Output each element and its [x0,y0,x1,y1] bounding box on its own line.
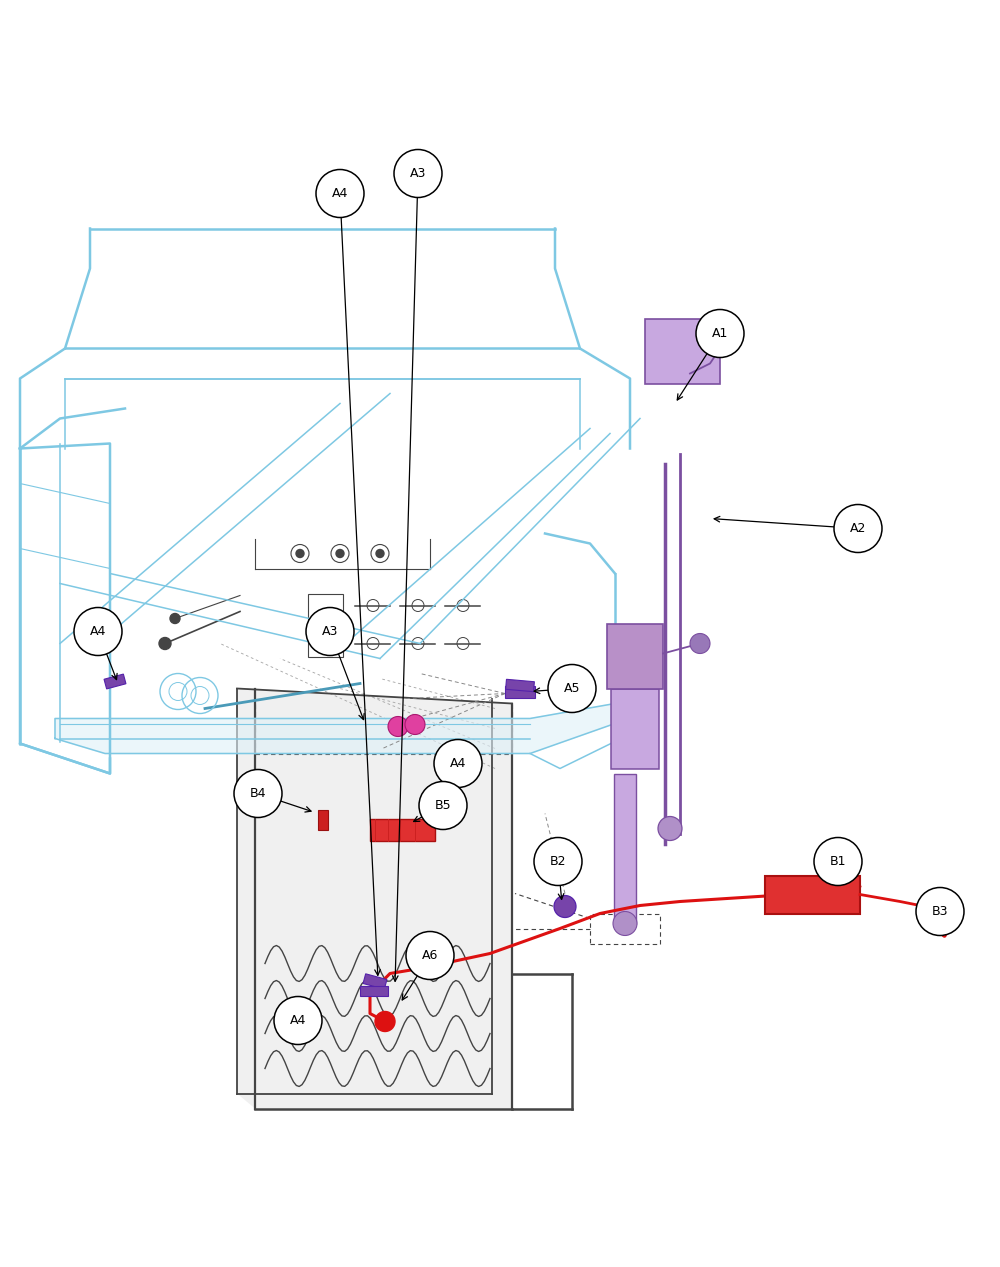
Text: A2: A2 [850,522,866,535]
Polygon shape [104,674,126,689]
Circle shape [306,607,354,655]
Text: A3: A3 [410,167,426,180]
Polygon shape [363,974,387,990]
Bar [308,593,343,618]
Text: B1: B1 [830,855,846,868]
Circle shape [548,664,596,712]
Circle shape [834,504,882,552]
Circle shape [375,1011,395,1031]
Circle shape [613,911,637,935]
Bar [765,875,860,914]
Text: B2: B2 [550,855,566,868]
Bar [360,986,388,996]
Circle shape [170,613,180,623]
Text: A3: A3 [322,625,338,639]
Circle shape [234,769,282,817]
Text: A5: A5 [564,682,580,696]
Text: A6: A6 [422,949,438,962]
Circle shape [159,637,171,650]
Circle shape [274,997,322,1044]
Bar [318,810,328,830]
Circle shape [388,717,408,736]
Circle shape [814,837,862,886]
Text: A4: A4 [332,188,348,200]
Bar [607,623,663,688]
Text: A4: A4 [290,1014,306,1028]
Text: B5: B5 [435,799,451,812]
Circle shape [927,901,943,916]
Circle shape [534,837,582,886]
Circle shape [316,170,364,218]
Text: B4: B4 [250,787,266,799]
Bar [645,318,720,384]
Circle shape [696,309,744,357]
Circle shape [406,931,454,979]
Bar [308,631,343,656]
Polygon shape [55,703,615,754]
Circle shape [74,607,122,655]
Circle shape [405,715,425,735]
Polygon shape [506,679,534,692]
Circle shape [336,550,344,557]
Circle shape [711,340,729,357]
Polygon shape [237,688,512,1109]
Circle shape [296,550,304,557]
Bar [614,773,636,924]
Polygon shape [454,763,476,775]
Text: A4: A4 [90,625,106,639]
Polygon shape [290,1028,310,1039]
Text: B3: B3 [932,905,948,919]
Circle shape [376,550,384,557]
Circle shape [394,150,442,198]
Circle shape [690,634,710,654]
Circle shape [658,816,682,840]
Circle shape [419,782,467,830]
Circle shape [554,896,576,917]
Text: A4: A4 [450,756,466,770]
Bar [611,688,659,769]
Circle shape [434,740,482,788]
Text: A1: A1 [712,327,728,340]
Bar [370,818,435,840]
Circle shape [916,887,964,935]
Bar [505,685,535,698]
